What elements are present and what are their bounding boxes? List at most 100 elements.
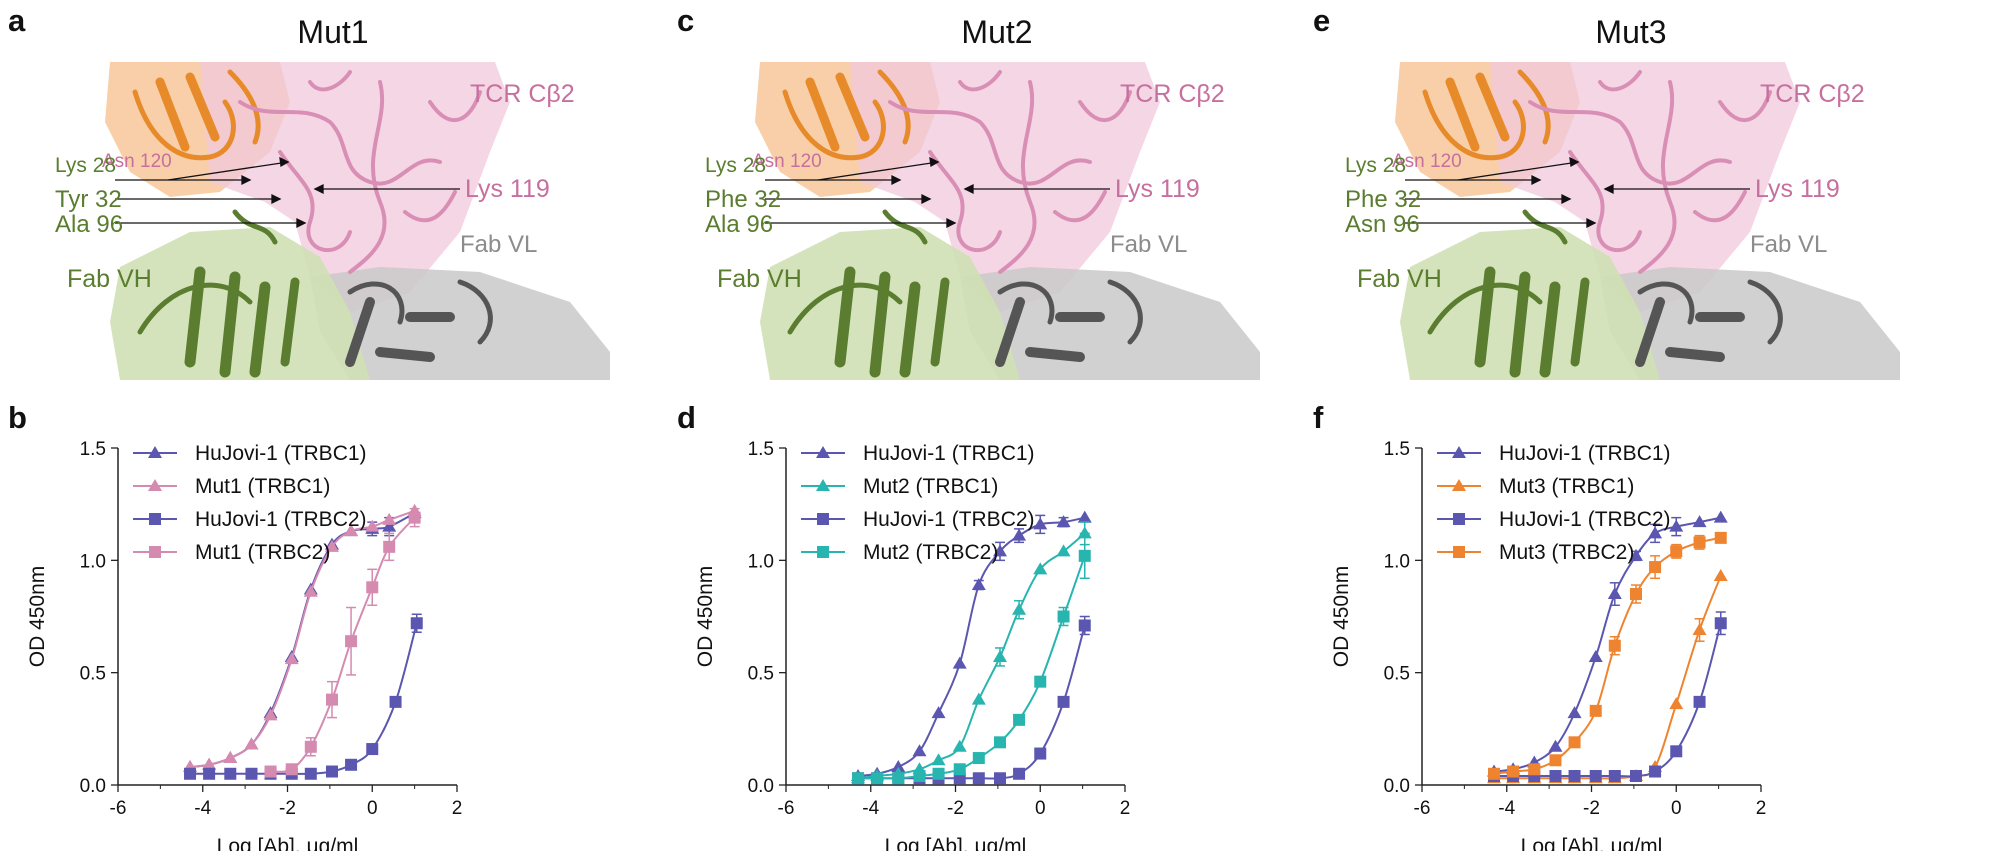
y-tick-label: 1.0 — [748, 551, 774, 572]
x-tick-label: -6 — [110, 798, 127, 819]
data-point — [1548, 739, 1563, 752]
data-point — [264, 765, 277, 778]
fab-vl-label: Fab VL — [1110, 231, 1187, 258]
residue-96-label: Ala 96 — [705, 211, 773, 238]
fab-vh-surface — [760, 227, 1020, 380]
legend-marker — [817, 546, 829, 558]
data-point — [1629, 588, 1642, 601]
legend-marker — [817, 513, 829, 525]
legend-label: Mut3 (TRBC2) — [1499, 541, 1634, 564]
x-axis-label: Log [Ab], μg/ml — [1521, 835, 1663, 851]
tcr-cartoon — [238, 70, 482, 274]
tcr-cartoon — [1528, 70, 1772, 274]
y-tick-label: 0.0 — [748, 776, 774, 797]
data-point — [1013, 713, 1026, 726]
legend-marker — [1452, 446, 1466, 458]
series-3 — [264, 507, 421, 778]
data-point — [993, 772, 1006, 785]
data-point — [285, 763, 298, 776]
fab-vh-surface — [110, 227, 370, 380]
fab-vh-label: Fab VH — [1357, 265, 1442, 293]
legend-label: HuJovi-1 (TRBC1) — [1499, 442, 1671, 465]
data-point — [1669, 519, 1684, 532]
data-point — [324, 539, 339, 552]
y-axis-label: OD 450nm — [26, 566, 49, 668]
data-point — [1692, 622, 1707, 635]
data-point — [1589, 770, 1602, 783]
lys119-label: Lys 119 — [1115, 175, 1200, 203]
orange-domain-cartoon — [782, 69, 911, 161]
data-point — [1669, 697, 1684, 710]
fab-vl-cartoon — [345, 279, 493, 367]
tcr-label: TCR Cβ2 — [1120, 80, 1225, 108]
data-point — [345, 635, 358, 648]
orange-domain-cartoon — [132, 69, 261, 161]
y-tick-label: 0.5 — [80, 664, 106, 685]
data-point — [1648, 526, 1663, 539]
x-tick-label: -2 — [947, 798, 964, 819]
data-point — [1607, 587, 1622, 600]
data-point — [972, 752, 985, 765]
fab-vh-cartoon — [787, 209, 950, 378]
data-point — [383, 540, 396, 553]
legend-label: Mut1 (TRBC1) — [195, 475, 330, 498]
data-point — [1033, 562, 1048, 575]
lys28-label: Lys 28 — [705, 154, 766, 177]
data-point — [325, 765, 338, 778]
data-point — [263, 708, 278, 721]
y-tick-label: 1.5 — [1384, 439, 1410, 460]
data-point — [382, 519, 397, 532]
y-tick-label: 0.0 — [1384, 776, 1410, 797]
data-point — [871, 772, 884, 785]
residue-32-label: Tyr 32 — [55, 186, 122, 213]
data-point — [223, 751, 238, 764]
data-point — [366, 581, 379, 594]
y-tick-label: 1.0 — [80, 551, 106, 572]
legend-marker — [149, 546, 161, 558]
lys119-label: Lys 119 — [465, 175, 550, 203]
legend-label: HuJovi-1 (TRBC1) — [195, 442, 367, 465]
residue-96-label: Asn 96 — [1345, 211, 1420, 238]
tcr-cartoon — [888, 70, 1132, 274]
data-point — [992, 649, 1007, 662]
y-tick-label: 0.5 — [748, 664, 774, 685]
tcr-surface — [200, 62, 510, 312]
x-tick-label: -4 — [862, 798, 879, 819]
data-point — [345, 758, 358, 771]
fab-vh-cartoon — [1427, 209, 1590, 378]
x-tick-label: 2 — [1756, 798, 1767, 819]
chart-panel-d: -6 -4 -2 0 2 0.0 0.5 1.0 1.5 Log [Ab], μg/ml OD 45… — [688, 420, 1288, 856]
panel-title-mut2: Mut2 — [961, 14, 1033, 50]
data-point — [410, 617, 423, 630]
panel-letter-a: a — [8, 3, 26, 38]
data-point — [1693, 695, 1706, 708]
legend-marker — [1453, 546, 1465, 558]
data-point — [1713, 510, 1728, 523]
data-point — [1649, 765, 1662, 778]
lys28-label: Lys 28 — [55, 154, 116, 177]
data-point — [972, 772, 985, 785]
data-point — [382, 512, 397, 525]
legend-marker — [1453, 513, 1465, 525]
fab-vl-cartoon — [1635, 279, 1783, 367]
x-tick-label: 0 — [1671, 798, 1682, 819]
data-point — [1693, 536, 1706, 549]
data-point — [1549, 770, 1562, 783]
data-point — [344, 524, 359, 537]
series-2 — [184, 613, 423, 780]
structure-panel-c: TCR Cβ2 Asn 120 Lys 28 Lys 119 Phe 32 Al… — [700, 62, 1290, 380]
x-axis-label: Log [Ab], μg/ml — [217, 835, 359, 851]
series-curve — [1494, 575, 1722, 780]
legend-label: HuJovi-1 (TRBC2) — [1499, 508, 1671, 531]
residue-32-label: Phe 32 — [1345, 186, 1421, 213]
data-point — [1507, 765, 1520, 778]
data-point — [203, 767, 216, 780]
asn-label: Asn 120 — [102, 151, 172, 172]
data-point — [202, 757, 217, 770]
data-point — [971, 578, 986, 591]
annotation-arrows — [765, 156, 1110, 229]
data-point — [1057, 695, 1070, 708]
data-point — [1714, 617, 1727, 630]
data-point — [1033, 517, 1048, 530]
data-point — [1629, 770, 1642, 783]
